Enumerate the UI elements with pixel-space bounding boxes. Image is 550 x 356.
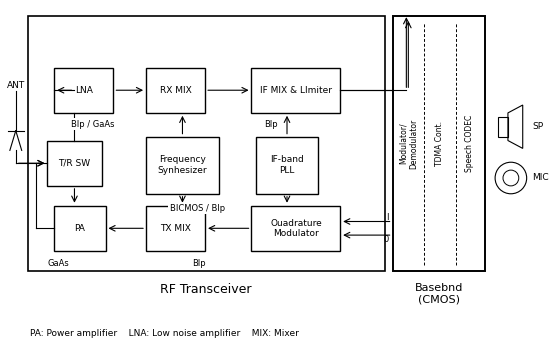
Text: PA: Power amplifier    LNA: Low noise amplifier    MIX: Mixer: PA: Power amplifier LNA: Low noise ampli…	[30, 329, 299, 338]
Text: PA: PA	[74, 224, 85, 233]
Bar	[41, 198, 120, 263]
Bar	[47, 141, 102, 186]
Text: Blp: Blp	[265, 120, 278, 129]
Bar	[54, 206, 106, 251]
Text: SP: SP	[532, 122, 544, 131]
Text: Modulator/
Demodulator: Modulator/ Demodulator	[399, 118, 418, 169]
Bar	[146, 206, 205, 251]
Text: Blp / GaAs: Blp / GaAs	[71, 120, 114, 129]
Text: MIC: MIC	[532, 173, 549, 183]
Text: IF MIX & LImiter: IF MIX & LImiter	[260, 86, 332, 95]
Bar	[146, 137, 219, 194]
Bar	[134, 198, 353, 263]
Text: ANT: ANT	[7, 81, 25, 90]
Text: TDMA Cont.: TDMA Cont.	[436, 121, 444, 166]
Text: I: I	[386, 213, 389, 222]
Bar	[498, 117, 508, 137]
Bar	[146, 68, 205, 113]
Text: BICMOS / Blp: BICMOS / Blp	[169, 204, 225, 213]
Text: Basebnd
(CMOS): Basebnd (CMOS)	[415, 283, 463, 304]
Text: RX MIX: RX MIX	[160, 86, 191, 95]
Bar	[134, 127, 333, 208]
Text: Blp: Blp	[192, 259, 206, 268]
Text: Speech CODEC: Speech CODEC	[465, 115, 474, 172]
Text: LNA: LNA	[75, 86, 93, 95]
Text: 0: 0	[383, 235, 389, 244]
Bar	[256, 137, 317, 194]
Bar	[251, 68, 340, 113]
Bar	[240, 54, 350, 125]
Text: RF Transceiver: RF Transceiver	[161, 283, 252, 295]
Text: Blp / GaAs: Blp / GaAs	[71, 120, 114, 129]
Bar	[41, 54, 222, 125]
Text: Frequency
Synhesizer: Frequency Synhesizer	[158, 156, 207, 175]
Text: Ouadrature
Modulator: Ouadrature Modulator	[270, 219, 322, 238]
Bar	[251, 206, 340, 251]
Bar	[28, 16, 384, 271]
Text: T/R SW: T/R SW	[58, 159, 91, 168]
Text: GaAs: GaAs	[47, 259, 69, 268]
Text: IF-band
PLL: IF-band PLL	[270, 156, 304, 175]
Text: TX MIX: TX MIX	[160, 224, 191, 233]
Bar	[393, 16, 485, 271]
Bar	[54, 68, 113, 113]
